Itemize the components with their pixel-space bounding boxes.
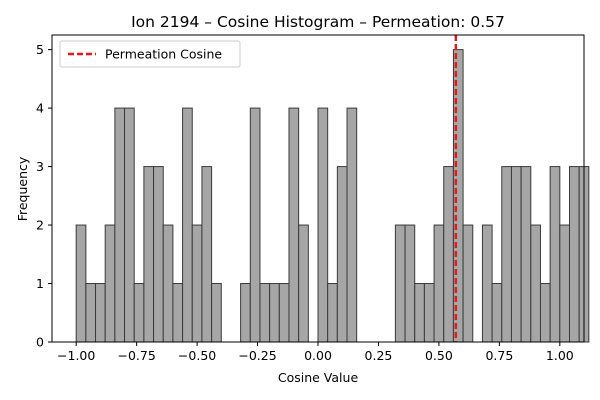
histogram-bar <box>394 224 406 343</box>
legend: Permeation Cosine <box>59 40 241 68</box>
x-tick-label: 1.00 <box>546 348 574 363</box>
histogram-bar <box>414 283 425 343</box>
histogram-bar <box>336 166 348 343</box>
histogram-bar <box>153 166 164 343</box>
histogram-bar <box>568 166 580 343</box>
y-axis-label: Frequency <box>15 156 30 221</box>
y-axis-ticks: 0 1 2 3 4 5 <box>36 42 52 350</box>
legend-box <box>59 40 241 68</box>
histogram-bar <box>559 224 570 343</box>
x-axis-label: Cosine Value <box>278 370 359 385</box>
histogram-bar <box>211 283 222 343</box>
histogram-bar <box>95 283 106 343</box>
histogram-bar <box>481 224 493 343</box>
histogram-bar <box>443 166 454 343</box>
histogram-bar <box>104 224 116 343</box>
histogram-bar <box>172 283 184 343</box>
histogram-bar <box>327 283 338 343</box>
histogram-bar <box>124 107 135 343</box>
histogram-bar <box>317 107 329 343</box>
x-tick-label: 0.25 <box>365 348 393 363</box>
x-tick-label: −1.00 <box>57 348 95 363</box>
histogram-bar <box>133 283 145 343</box>
histogram-bar <box>143 166 155 343</box>
histogram-bar <box>501 166 512 343</box>
x-tick-label: 0.75 <box>485 348 513 363</box>
y-tick-label: 4 <box>36 101 44 116</box>
histogram-bar <box>520 166 532 343</box>
histogram-bar <box>510 166 522 343</box>
histogram-bar <box>539 283 551 343</box>
legend-label: Permeation Cosine <box>105 47 222 62</box>
histogram-bar <box>491 283 503 343</box>
x-tick-label: −0.50 <box>178 348 216 363</box>
x-tick-label: 0.50 <box>425 348 453 363</box>
x-tick-label: 0.00 <box>304 348 332 363</box>
histogram-bar <box>346 107 358 343</box>
histogram-bar <box>433 224 445 343</box>
histogram-bar <box>114 107 126 343</box>
x-tick-label: −0.75 <box>117 348 155 363</box>
histogram-bar <box>240 283 251 343</box>
chart-title: Ion 2194 – Cosine Histogram – Permeation… <box>131 13 505 31</box>
histogram-bar <box>162 224 174 343</box>
histogram-bar <box>298 224 309 343</box>
y-tick-label: 2 <box>36 218 44 233</box>
x-axis-ticks: −1.00 −0.75 −0.50 −0.25 0.00 0.25 0.50 0.75 1.00 <box>57 342 574 363</box>
histogram-bar <box>75 224 87 343</box>
y-tick-label: 5 <box>36 42 44 57</box>
histogram-bar <box>423 283 435 343</box>
histogram-bar <box>182 107 193 343</box>
histogram-bar <box>404 224 416 343</box>
histogram-bar <box>278 283 290 343</box>
histogram-bar <box>259 283 271 343</box>
y-tick-label: 0 <box>36 335 44 350</box>
histogram-bar <box>530 224 541 343</box>
histogram-bar <box>249 107 261 343</box>
histogram-bars <box>75 49 590 343</box>
x-tick-label: −0.25 <box>238 348 276 363</box>
histogram-bar <box>201 166 213 343</box>
histogram-bar <box>269 283 280 343</box>
histogram-bar <box>288 107 300 343</box>
histogram-bar <box>85 283 97 343</box>
y-tick-label: 1 <box>36 276 44 291</box>
y-tick-label: 3 <box>36 159 44 174</box>
histogram-bar <box>549 166 561 343</box>
histogram-bar <box>191 224 203 343</box>
histogram-bar <box>462 224 474 343</box>
